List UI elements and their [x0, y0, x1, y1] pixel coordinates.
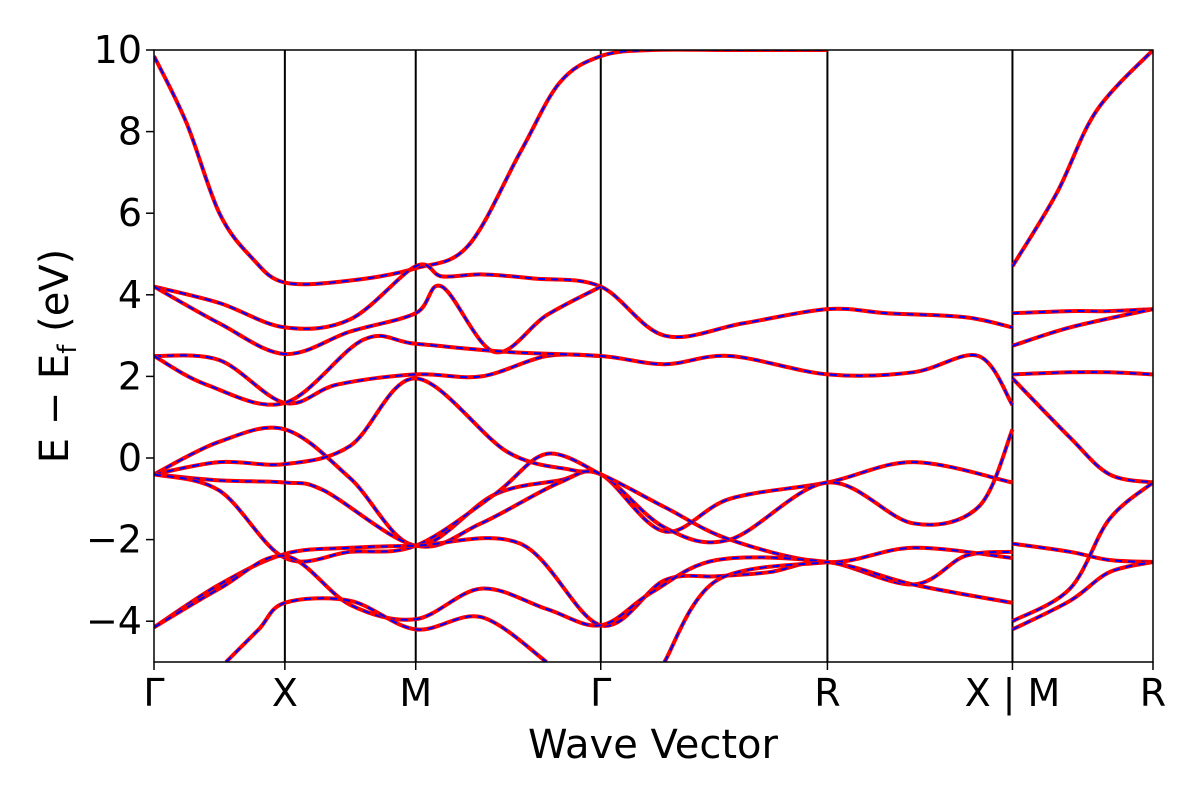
- x-axis-ticks: Γ X M Γ R X | M R: [143, 662, 1166, 716]
- band-line-blue-10: [154, 554, 1013, 629]
- kpoint-divider-lines: [283, 50, 1014, 662]
- band-line-blue-7: [154, 377, 1013, 564]
- band-line-red-10: [154, 553, 1013, 630]
- band-line-red-6: [154, 428, 1015, 549]
- band-line-blue-17: [1011, 377, 1153, 484]
- y-tick-label: 10: [94, 28, 142, 72]
- band-line-blue-14: [1012, 308, 1153, 315]
- x-tick-label: M: [399, 671, 432, 715]
- band-line-red-11: [224, 596, 548, 662]
- band-line-red-0: [154, 50, 828, 287]
- band-curves: [154, 50, 1153, 662]
- x-tick-label: Γ: [590, 671, 611, 715]
- band-line-blue-20: [1012, 561, 1153, 631]
- y-axis-label-subscript: f: [53, 344, 83, 354]
- x-tick-label: X: [272, 671, 298, 715]
- y-axis-ticks: −4 −2 0 2 4 6 8 10: [86, 28, 154, 643]
- x-tick-label: R: [1140, 671, 1166, 715]
- band-line-red-2: [154, 283, 602, 357]
- band-line-blue-0: [154, 50, 828, 286]
- band-line-blue-12: [663, 561, 828, 662]
- y-tick-label: 8: [118, 110, 142, 154]
- y-tick-label: 0: [118, 436, 142, 480]
- band-line-red-3: [154, 352, 601, 406]
- band-line-red-4: [154, 333, 1015, 407]
- band-line-red-5: [154, 425, 1013, 548]
- band-line-blue-15: [1012, 308, 1153, 347]
- band-line-red-18: [1012, 541, 1153, 564]
- y-axis-label-main: E − E: [32, 354, 78, 464]
- x-axis-label: Wave Vector: [528, 722, 779, 768]
- band-line-blue-11: [225, 597, 548, 662]
- y-tick-label: −2: [86, 518, 142, 562]
- band-line-blue-4: [154, 334, 1014, 406]
- band-line-blue-5: [154, 426, 1013, 547]
- y-tick-label: 2: [118, 354, 142, 398]
- x-tick-label: Γ: [143, 671, 164, 715]
- y-tick-label: −4: [86, 599, 142, 643]
- band-line-red-13: [1010, 50, 1153, 268]
- band-line-red-17: [1011, 377, 1153, 485]
- band-line-blue-9: [154, 537, 1013, 629]
- band-line-blue-2: [154, 284, 602, 356]
- band-line-blue-19: [1012, 481, 1153, 623]
- band-line-red-19: [1011, 480, 1153, 623]
- band-line-blue-6: [154, 428, 1014, 548]
- y-tick-label: 6: [118, 191, 142, 235]
- y-axis-label-unit: (eV): [32, 249, 78, 345]
- y-axis-label: E − Ef (eV): [32, 249, 83, 464]
- band-line-blue-1: [154, 263, 1013, 339]
- band-line-blue-13: [1011, 50, 1153, 267]
- band-line-blue-8: [154, 452, 602, 563]
- band-line-red-15: [1011, 307, 1153, 348]
- y-tick-label: 4: [118, 273, 142, 317]
- plot-frame: [153, 49, 1154, 663]
- x-tick-label: X | M: [965, 671, 1061, 716]
- x-tick-label: R: [814, 671, 840, 715]
- band-line-blue-16: [1012, 371, 1153, 376]
- band-line-blue-3: [154, 353, 601, 405]
- band-line-red-7: [154, 376, 1013, 565]
